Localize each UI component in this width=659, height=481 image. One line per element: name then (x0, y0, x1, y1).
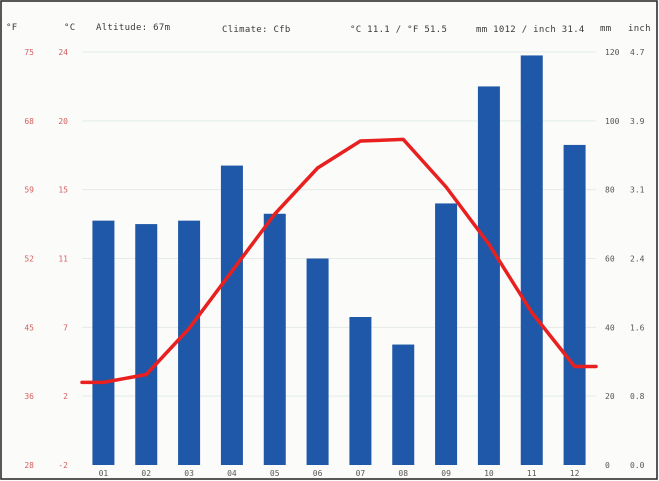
precip-bar-02 (135, 224, 158, 465)
precipitation-summary: mm 1012 / inch 31.4 (476, 25, 585, 35)
precip-bar-10 (477, 86, 500, 466)
precip-bar-06 (306, 258, 329, 465)
tick-left-f: 75 (24, 48, 34, 57)
tick-right-mm: 0 (605, 461, 610, 470)
tick-right-mm: 40 (605, 323, 615, 332)
tick-right-inch: 0.8 (630, 392, 645, 401)
tick-right-inch: 2.4 (630, 255, 645, 264)
altitude-label: Altitude: 67m (96, 23, 170, 33)
temperature-summary: °C 11.1 / °F 51.5 (350, 25, 447, 35)
precip-bar-09 (435, 203, 458, 465)
precip-bar-11 (520, 55, 543, 466)
tick-left-f: 52 (24, 255, 34, 264)
tick-right-inch: 1.6 (630, 323, 645, 332)
tick-right-inch: 0.0 (630, 461, 645, 470)
precip-bar-07 (349, 317, 372, 465)
tick-right-mm: 60 (605, 255, 615, 264)
tick-left-f: 59 (24, 186, 34, 195)
tick-right-mm: 80 (605, 186, 615, 195)
tick-left-f: 68 (24, 117, 34, 126)
grid-lines (82, 51, 596, 397)
tick-right-inch: 3.9 (630, 117, 645, 126)
tick-x-month: 09 (441, 469, 451, 478)
precip-bar-03 (178, 220, 201, 465)
precip-bar-01 (92, 220, 115, 465)
tick-x-month: 04 (227, 469, 237, 478)
tick-left-f: 28 (24, 461, 34, 470)
left-unit-f: °F (6, 23, 17, 33)
tick-x-month: 02 (141, 469, 151, 478)
tick-left-c: 7 (63, 323, 68, 332)
tick-left-c: 24 (58, 48, 68, 57)
tick-x-month: 10 (484, 469, 494, 478)
left-unit-c: °C (64, 23, 75, 33)
temperature-line-group (80, 137, 598, 385)
right-unit-inch: inch (628, 24, 651, 34)
tick-x-month: 12 (570, 469, 580, 478)
precip-bar-04 (220, 165, 243, 465)
precip-bar-08 (392, 344, 415, 465)
precip-bar-12 (563, 144, 586, 466)
tick-left-c: 11 (58, 255, 68, 264)
tick-left-c: 2 (63, 392, 68, 401)
tick-x-month: 11 (527, 469, 537, 478)
precipitation-bars (92, 55, 586, 466)
climate-label: Climate: Cfb (222, 25, 291, 35)
tick-left-c: 15 (58, 186, 68, 195)
tick-right-inch: 3.1 (630, 186, 645, 195)
tick-right-mm: 120 (605, 48, 620, 57)
tick-left-c: 20 (58, 117, 68, 126)
temperature-line (80, 137, 598, 385)
axis-ticks: 28 -2 36 2 45 7 52 11 59 15 68 20 75 24 0 0.0 20 0.8 40 1.6… (24, 48, 644, 478)
tick-left-f: 36 (24, 392, 34, 401)
tick-right-mm: 20 (605, 392, 615, 401)
tick-x-month: 01 (99, 469, 109, 478)
tick-x-month: 06 (313, 469, 323, 478)
tick-left-c: -2 (58, 461, 68, 470)
tick-x-month: 07 (356, 469, 366, 478)
tick-right-inch: 4.7 (630, 48, 645, 57)
tick-x-month: 05 (270, 469, 280, 478)
tick-x-month: 03 (184, 469, 194, 478)
precip-bar-05 (263, 213, 286, 465)
tick-right-mm: 100 (605, 117, 620, 126)
tick-x-month: 08 (398, 469, 408, 478)
right-unit-mm: mm (600, 24, 611, 34)
tick-left-f: 45 (24, 323, 34, 332)
